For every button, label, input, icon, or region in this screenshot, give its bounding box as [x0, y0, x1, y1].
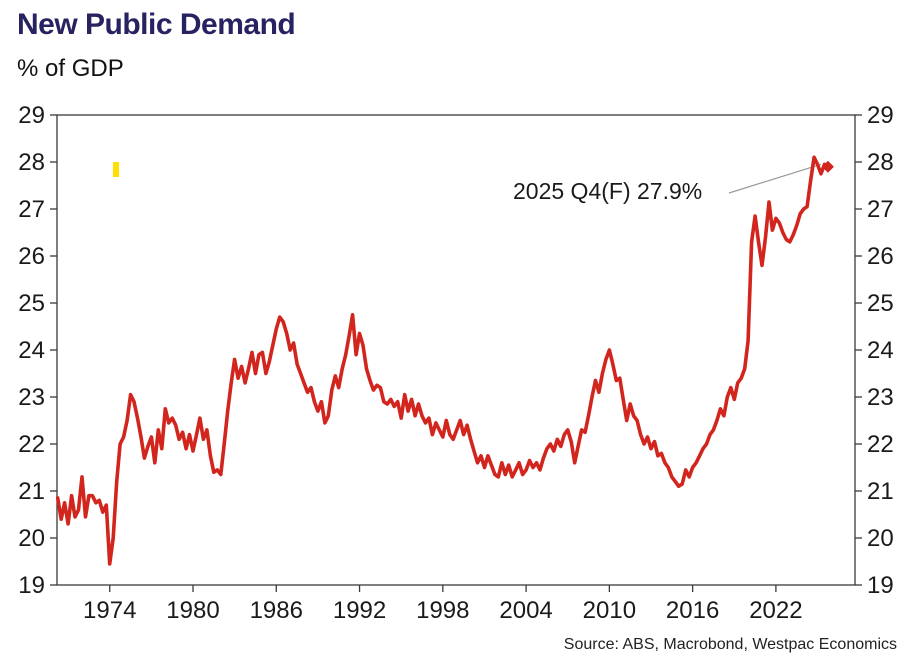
x-axis-label: 1992	[333, 597, 386, 624]
forecast-annotation: 2025 Q4(F) 27.9%	[513, 178, 703, 204]
y-axis-label-right: 28	[867, 149, 894, 176]
y-axis-label-right: 19	[867, 572, 894, 599]
forecast-diamond-marker	[821, 160, 834, 173]
x-axis-label: 1998	[416, 597, 469, 624]
x-axis-label: 2004	[499, 597, 552, 624]
y-axis-label-right: 25	[867, 290, 894, 317]
y-axis-label-left: 19	[18, 572, 45, 599]
x-axis-label: 2010	[583, 597, 636, 624]
y-axis-label-left: 24	[18, 337, 45, 364]
x-axis-label: 2022	[749, 597, 802, 624]
y-axis-label-left: 28	[18, 149, 45, 176]
y-axis-label-left: 26	[18, 243, 45, 270]
y-axis-label-left: 22	[18, 431, 45, 458]
x-axis-label: 1986	[250, 597, 303, 624]
x-axis-label: 1980	[166, 597, 219, 624]
demand-series-line	[55, 155, 830, 566]
annotation-leader-line	[728, 163, 822, 194]
plot-frame	[56, 114, 856, 586]
y-axis-label-right: 26	[867, 243, 894, 270]
y-axis-label-right: 24	[867, 337, 894, 364]
y-axis-label-right: 29	[867, 102, 894, 129]
chart-ylabel: % of GDP	[17, 55, 124, 82]
y-axis-label-right: 22	[867, 431, 894, 458]
x-axis-label: 1974	[83, 597, 136, 624]
page-title: New Public Demand	[17, 8, 296, 41]
y-axis-label-right: 27	[867, 196, 894, 223]
y-axis-label-left: 23	[18, 384, 45, 411]
y-axis-label-left: 27	[18, 196, 45, 223]
y-axis-label-left: 21	[18, 478, 45, 505]
highlight-mark	[113, 162, 119, 177]
y-axis-label-left: 29	[18, 102, 45, 129]
y-axis-label-right: 21	[867, 478, 894, 505]
y-axis-label-right: 20	[867, 525, 894, 552]
y-axis-label-left: 25	[18, 290, 45, 317]
y-axis-label-right: 23	[867, 384, 894, 411]
source-credit: Source: ABS, Macrobond, Westpac Economic…	[563, 636, 897, 653]
y-axis-label-left: 20	[18, 525, 45, 552]
x-axis-label: 2016	[666, 597, 719, 624]
